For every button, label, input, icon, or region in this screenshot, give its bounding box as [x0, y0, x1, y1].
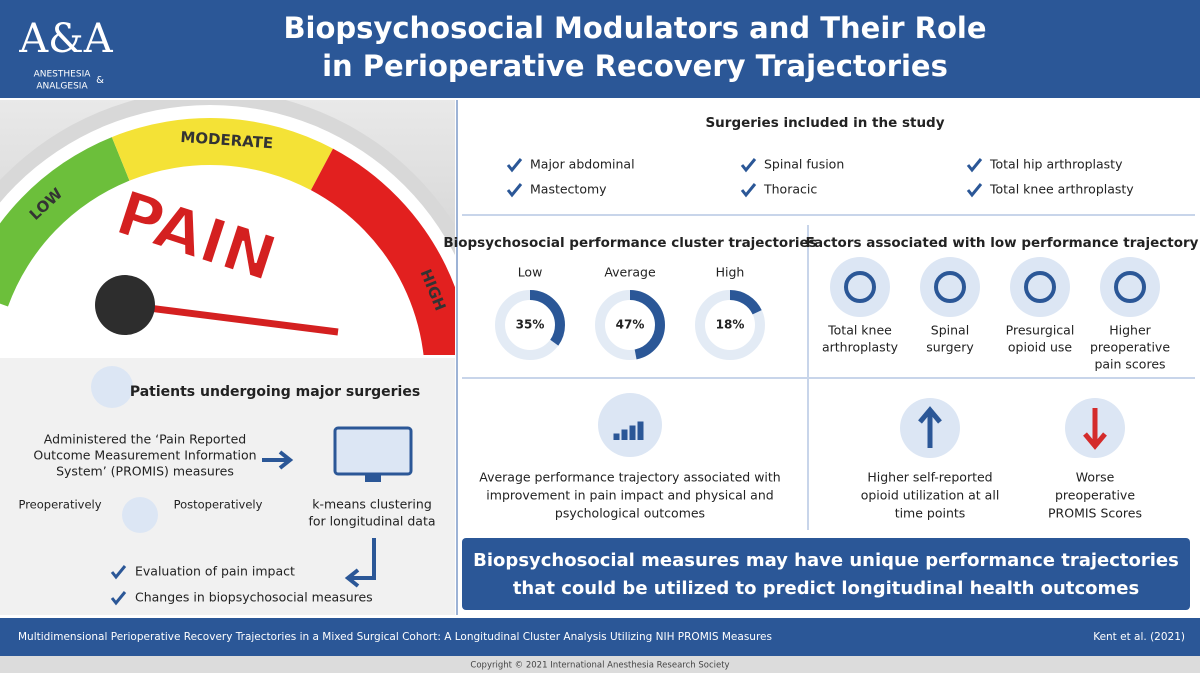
finding-text: PROMIS Scores: [1048, 506, 1142, 521]
logo-name: ANALGESIA: [36, 82, 88, 92]
chart-icon-bars: [613, 421, 644, 440]
conclusion-text: that could be utilized to predict longit…: [513, 578, 1139, 599]
method-text: for longitudinal data: [308, 514, 435, 529]
gauge-segment: [310, 148, 455, 355]
timing-label: Preoperatively: [18, 498, 101, 512]
title: Biopsychosocial Modulators and Their Rol…: [283, 11, 986, 45]
patient-icon: [122, 497, 158, 533]
surgery-item: Total hip arthroplasty: [989, 157, 1123, 172]
donut-arc: [495, 290, 565, 360]
conclusion-banner: [462, 538, 1190, 610]
factor-icon-inner: [844, 271, 876, 303]
finding-text: preoperative: [1055, 488, 1135, 503]
arrow: [262, 450, 294, 470]
conclusion-text: Biopsychosocial measures may have unique…: [473, 550, 1179, 571]
finding-text: Average performance trajectory associate…: [479, 470, 780, 485]
finding-text: psychological outcomes: [555, 506, 705, 521]
copyright-band: [0, 656, 1200, 673]
factor-icon-inner: [1024, 271, 1056, 303]
check-icon: [740, 183, 757, 198]
citation: Multidimensional Perioperative Recovery …: [18, 631, 772, 643]
cluster-label: High: [716, 265, 745, 280]
donut-label: 18%: [716, 318, 745, 332]
finding-text: Worse: [1076, 470, 1115, 485]
footer-band: [0, 618, 1200, 656]
title: in Perioperative Recovery Trajectories: [322, 49, 948, 83]
measures-text: System’ (PROMIS) measures: [56, 464, 234, 479]
needle: [124, 301, 339, 336]
donut-arc: [695, 290, 765, 360]
finding-text: time points: [895, 506, 966, 521]
cluster-label: Average: [604, 265, 656, 280]
patients-panel: [0, 358, 455, 615]
factor-label: preoperative: [1090, 340, 1170, 355]
surgery-item: Mastectomy: [530, 182, 607, 197]
monitor-stand: [365, 474, 381, 482]
outcome-text: Evaluation of pain impact: [135, 564, 295, 579]
surgery-item: Thoracic: [763, 182, 817, 197]
copyright: Copyright © 2021 International Anesthesi…: [470, 661, 729, 671]
donut-label: 35%: [516, 318, 545, 332]
logo-name: ANESTHESIA: [34, 70, 92, 80]
logo-ampersand: &: [96, 75, 104, 86]
factor-label: Presurgical: [1006, 323, 1075, 338]
section-title: Surgeries included in the study: [705, 115, 944, 131]
factor-label: opioid use: [1008, 340, 1073, 355]
section-title: Factors associated with low performance …: [806, 235, 1199, 251]
panel-title: Patients undergoing major surgeries: [130, 384, 420, 400]
factor-icon: [1010, 257, 1070, 317]
up-arrow: [918, 406, 942, 448]
factor-label: pain scores: [1094, 357, 1165, 372]
needle-hub: [95, 275, 155, 335]
cluster-label: Low: [518, 265, 543, 280]
factor-label: arthroplasty: [822, 340, 899, 355]
factor-label: Higher: [1109, 323, 1151, 338]
gauge-segment: [0, 137, 130, 307]
check-icon: [506, 158, 523, 173]
patient-icon: [91, 366, 133, 408]
surgery-item: Spinal fusion: [764, 157, 844, 172]
outcome-text: Changes in biopsychosocial measures: [135, 590, 373, 605]
factor-label: Total knee: [827, 323, 892, 338]
factor-icon: [1100, 257, 1160, 317]
logo-monogram: A&A: [18, 16, 113, 62]
chart-icon: [598, 393, 662, 457]
factor-icon: [830, 257, 890, 317]
check-icon: [110, 591, 127, 606]
factor-icon: [920, 257, 980, 317]
check-icon: [740, 158, 757, 173]
check-icon: [966, 158, 983, 173]
timing-label: Postoperatively: [174, 498, 263, 512]
finding-text: opioid utilization at all: [861, 488, 1000, 503]
authors: Kent et al. (2021): [1093, 631, 1185, 643]
monitor-icon: [333, 426, 413, 476]
donut-label: 47%: [616, 318, 645, 332]
factor-label: surgery: [926, 340, 974, 355]
method-text: k-means clustering: [312, 497, 432, 512]
factor-label: Spinal: [931, 323, 969, 338]
section-title: Biopsychosocial performance cluster traj…: [443, 235, 816, 251]
factor-icon-inner: [934, 271, 966, 303]
check-icon: [966, 183, 983, 198]
gauge-segment: [111, 118, 334, 191]
down-arrow: [1083, 408, 1107, 450]
check-icon: [110, 565, 127, 580]
check-icon: [506, 183, 523, 198]
factor-icon-inner: [1114, 271, 1146, 303]
surgery-item: Major abdominal: [530, 157, 635, 172]
finding-text: improvement in pain impact and physical …: [486, 488, 773, 503]
surgery-item: Total knee arthroplasty: [989, 182, 1134, 197]
arrow: [344, 538, 376, 588]
donut-arc: [595, 290, 665, 360]
finding-text: Higher self-reported: [867, 470, 992, 485]
measures-text: Administered the ‘Pain Reported: [44, 432, 246, 447]
measures-text: Outcome Measurement Information: [33, 448, 256, 463]
header-band: [0, 0, 1200, 98]
